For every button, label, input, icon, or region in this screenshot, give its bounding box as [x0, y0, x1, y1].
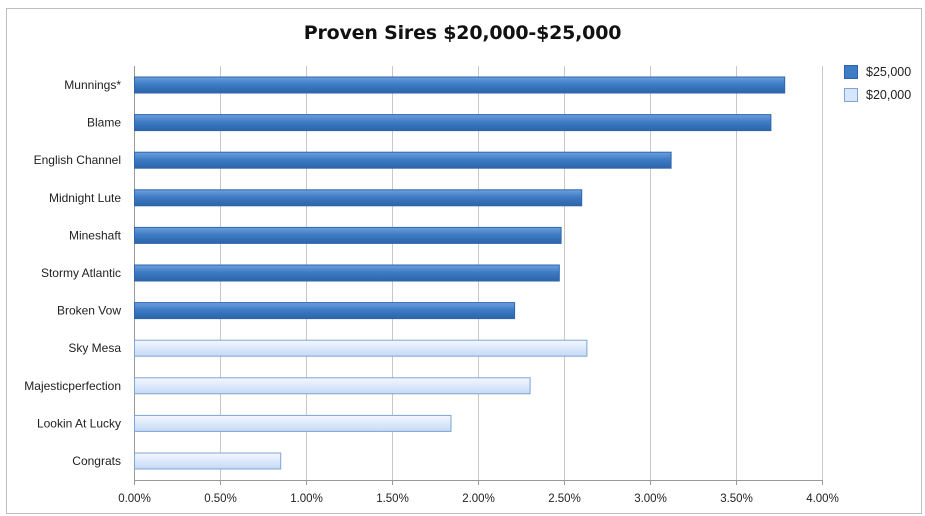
category-label: Broken Vow — [57, 304, 121, 318]
x-tick-label: 1.00% — [290, 493, 323, 505]
category-label: Blame — [87, 116, 121, 130]
x-tick-label: 3.00% — [634, 493, 667, 505]
category-label: Midnight Lute — [49, 191, 121, 205]
bar — [134, 226, 562, 244]
legend-label-25000: $25,000 — [866, 65, 912, 79]
bar — [134, 114, 772, 132]
legend-swatch-20000 — [844, 88, 858, 102]
bar — [134, 76, 786, 94]
category-label: Sky Mesa — [68, 341, 121, 355]
bar — [134, 264, 560, 282]
bar — [134, 302, 516, 320]
x-tick-label: 0.00% — [118, 493, 151, 505]
bar — [134, 414, 452, 432]
bar — [134, 452, 282, 470]
category-label: Congrats — [72, 454, 121, 468]
category-labels: Munnings* Blame English Channel Midnight Lu… — [24, 78, 121, 468]
legend-swatch-25000 — [844, 65, 858, 79]
category-label: English Channel — [34, 153, 121, 167]
chart-title: Proven Sires $20,000-$25,000 — [303, 22, 622, 44]
x-tick-label: 2.50% — [548, 493, 581, 505]
bar — [134, 377, 531, 395]
x-tick-label: 0.50% — [204, 493, 237, 505]
category-label: Mineshaft — [69, 228, 122, 242]
category-label: Stormy Atlantic — [41, 266, 121, 280]
x-tick-labels: 0.00% 0.50% 1.00% 1.50% 2.00% 2.50% 3.00% 3.50%… — [118, 493, 839, 505]
x-tick-label: 3.50% — [720, 493, 753, 505]
x-tick-label: 2.00% — [462, 493, 495, 505]
bar — [134, 189, 583, 207]
bar — [134, 151, 672, 169]
legend-label-20000: $20,000 — [866, 88, 912, 102]
x-tick-label: 1.50% — [376, 493, 409, 505]
bars — [134, 76, 786, 470]
category-label: Majesticperfection — [24, 379, 121, 393]
category-label: Munnings* — [64, 78, 121, 92]
x-tick-label: 4.00% — [806, 493, 839, 505]
category-label: Lookin At Lucky — [37, 416, 121, 430]
bar — [134, 339, 588, 357]
